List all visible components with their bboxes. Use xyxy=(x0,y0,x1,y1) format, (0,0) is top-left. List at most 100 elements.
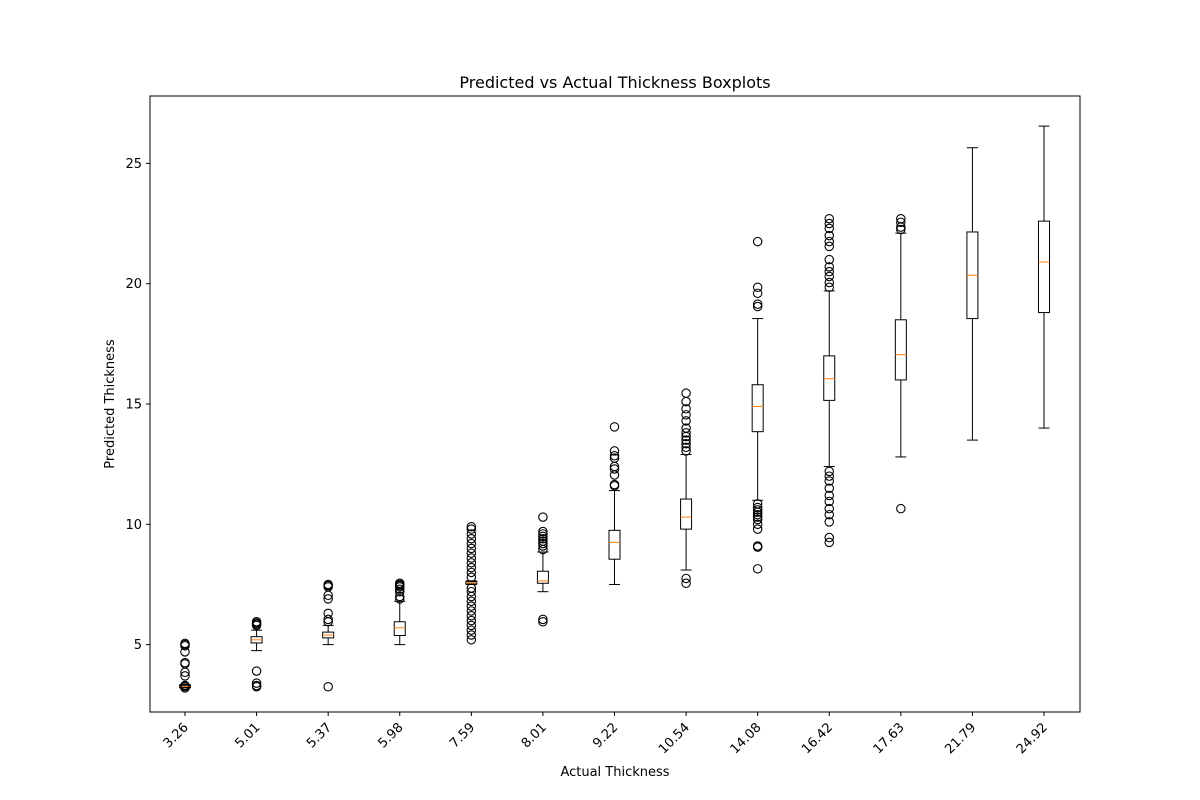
outlier-point xyxy=(538,531,548,542)
boxplot-5.98 xyxy=(393,578,406,646)
boxplot-8.01 xyxy=(536,512,549,627)
iqr-box xyxy=(751,384,764,433)
outlier-point xyxy=(466,558,477,568)
boxplot-14.08 xyxy=(751,236,764,574)
outlier-point xyxy=(466,606,477,616)
outlier-point xyxy=(180,657,190,668)
boxplot-5.37 xyxy=(322,579,335,692)
outlier-point xyxy=(681,578,691,589)
outlier-point xyxy=(824,476,834,486)
outlier-point xyxy=(681,428,691,438)
outlier-point xyxy=(752,288,763,299)
outlier-point xyxy=(824,223,834,234)
x-tick-label: 8.01 xyxy=(519,720,550,751)
x-tick-label: 24.92 xyxy=(1014,720,1051,757)
y-tick-label: 5 xyxy=(134,638,142,653)
outlier-point xyxy=(752,509,763,520)
outlier-point xyxy=(752,512,763,522)
outlier-point xyxy=(681,423,691,433)
outlier-point xyxy=(681,388,691,398)
x-tick-label: 3.26 xyxy=(161,720,192,751)
outlier-point xyxy=(752,282,763,293)
outlier-point xyxy=(609,453,620,463)
outlier-point xyxy=(251,666,262,676)
outlier-point xyxy=(466,553,477,563)
outlier-point xyxy=(824,266,834,277)
chart-title: Predicted vs Actual Thickness Boxplots xyxy=(459,73,770,92)
outlier-point xyxy=(466,586,477,597)
outlier-point xyxy=(609,464,620,474)
outlier-point xyxy=(824,466,834,477)
x-tick-label: 5.01 xyxy=(232,720,263,751)
outlier-point xyxy=(394,584,405,595)
plot-area xyxy=(179,125,1050,693)
y-tick-label: 10 xyxy=(125,518,142,533)
boxplot-10.54 xyxy=(680,388,693,589)
outlier-point xyxy=(466,572,477,582)
outlier-point xyxy=(538,536,548,546)
outlier-point xyxy=(824,532,834,543)
x-tick-label: 5.37 xyxy=(304,720,335,751)
outlier-point xyxy=(466,521,477,532)
outlier-point xyxy=(394,591,405,602)
outlier-point xyxy=(681,573,691,584)
y-tick-label: 25 xyxy=(125,157,142,172)
outlier-point xyxy=(609,450,620,461)
outlier-point xyxy=(752,541,763,551)
iqr-box xyxy=(393,621,406,636)
outlier-point xyxy=(752,502,763,513)
outlier-point xyxy=(824,213,834,224)
outlier-point xyxy=(824,490,834,501)
outlier-point xyxy=(538,529,548,539)
outlier-point xyxy=(752,301,763,312)
outlier-point xyxy=(824,537,834,548)
outlier-point xyxy=(466,615,477,626)
outlier-point xyxy=(466,548,477,558)
x-tick-label: 14.08 xyxy=(728,720,765,757)
outlier-point xyxy=(466,610,477,621)
iqr-box xyxy=(1038,220,1050,314)
outlier-point xyxy=(752,499,763,509)
outlier-point xyxy=(824,517,834,527)
outlier-point xyxy=(538,541,548,551)
x-tick-label: 7.59 xyxy=(447,720,478,751)
outlier-point xyxy=(824,230,834,241)
boxplot-7.59 xyxy=(465,521,478,645)
outlier-point xyxy=(896,224,906,235)
outlier-point xyxy=(538,614,548,625)
outlier-point xyxy=(180,680,190,691)
outlier-point xyxy=(466,583,477,593)
outlier-point xyxy=(752,236,763,247)
outlier-point xyxy=(538,538,548,549)
outlier-point xyxy=(466,630,477,640)
outlier-point xyxy=(752,519,763,530)
outlier-point xyxy=(752,564,763,574)
outlier-point xyxy=(394,594,405,604)
outlier-point xyxy=(824,262,834,272)
outlier-point xyxy=(681,438,691,449)
outlier-point xyxy=(180,671,190,681)
outlier-point xyxy=(466,562,477,573)
boxplot-21.79 xyxy=(966,147,979,441)
y-axis: 5 10 15 20 25 xyxy=(125,157,150,653)
outlier-point xyxy=(538,512,548,522)
boxplot-3.26 xyxy=(179,638,191,693)
x-tick-label: 17.63 xyxy=(871,720,908,757)
outlier-point xyxy=(323,681,333,692)
boxplot-9.22 xyxy=(608,422,621,585)
outlier-point xyxy=(896,217,906,228)
x-tick-label: 21.79 xyxy=(942,720,979,757)
outlier-point xyxy=(466,620,477,631)
x-tick-label: 9.22 xyxy=(590,720,621,751)
outlier-point xyxy=(681,410,691,420)
outlier-point xyxy=(681,404,691,414)
outlier-point xyxy=(323,579,333,590)
outlier-point xyxy=(752,514,763,525)
outlier-point xyxy=(538,617,548,627)
x-tick-label: 5.98 xyxy=(375,720,406,751)
x-tick-label: 16.42 xyxy=(799,720,836,757)
outlier-point xyxy=(681,446,691,456)
outlier-point xyxy=(466,524,477,534)
outlier-point xyxy=(752,505,763,515)
